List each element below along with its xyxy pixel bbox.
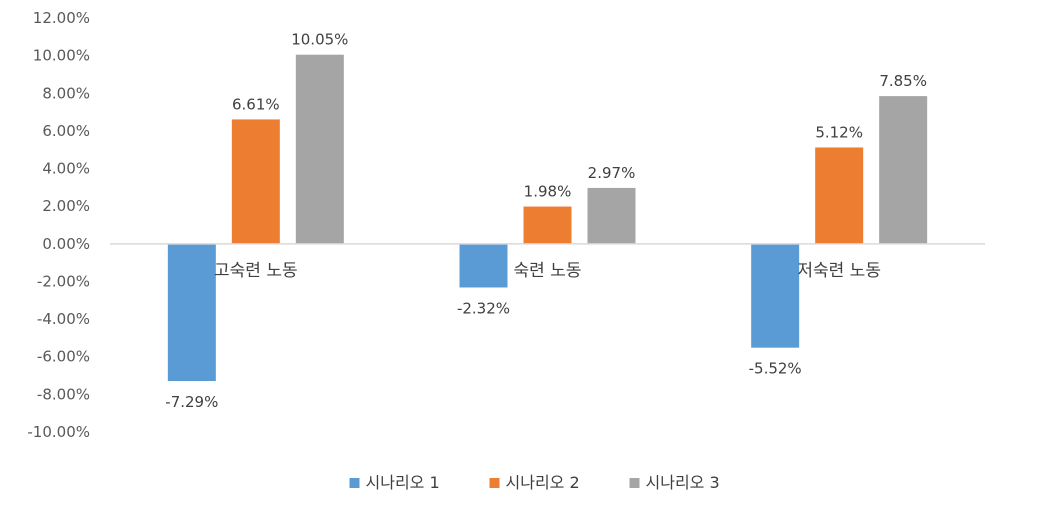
y-tick-label: -6.00% — [37, 348, 90, 366]
legend-swatch — [629, 478, 640, 488]
y-tick-label: -10.00% — [27, 423, 90, 441]
bar-3-1 — [295, 54, 344, 244]
y-tick-label: 0.00% — [42, 235, 90, 253]
bar-3-3 — [879, 96, 928, 244]
data-label: 2.97% — [588, 164, 636, 182]
category-label: 숙련 노동 — [514, 261, 582, 281]
bar-2-3 — [815, 147, 864, 244]
y-tick-label: 12.00% — [33, 9, 90, 27]
legend-label: 시나리오 3 — [646, 473, 720, 492]
data-label: -5.52% — [749, 360, 802, 378]
data-label: 1.98% — [524, 183, 572, 201]
bar-2-1 — [231, 119, 280, 244]
bar-1-2 — [459, 243, 508, 288]
category-label: 저숙련 노동 — [797, 261, 881, 281]
y-tick-label: -4.00% — [37, 310, 90, 328]
bar-1-1 — [167, 243, 216, 382]
y-tick-label: 6.00% — [42, 122, 90, 140]
bar-3-2 — [587, 187, 636, 244]
data-label: 7.85% — [879, 72, 927, 90]
y-tick-label: 4.00% — [42, 160, 90, 178]
bar-2-2 — [523, 206, 572, 244]
y-tick-label: 2.00% — [42, 197, 90, 215]
legend-label: 시나리오 1 — [366, 473, 440, 492]
legend-label: 시나리오 2 — [506, 473, 580, 492]
y-tick-label: 8.00% — [42, 84, 90, 102]
data-label: -7.29% — [165, 393, 218, 411]
y-tick-label: -8.00% — [37, 385, 90, 403]
y-tick-label: 10.00% — [33, 47, 90, 65]
data-label: 6.61% — [232, 95, 280, 113]
legend-swatch — [349, 478, 360, 488]
data-label: 10.05% — [291, 31, 348, 49]
category-label: 고숙련 노동 — [214, 261, 298, 281]
y-tick-label: -2.00% — [37, 272, 90, 290]
bar-1-3 — [751, 243, 800, 348]
legend-swatch — [489, 478, 500, 488]
data-label: 5.12% — [815, 123, 863, 141]
data-label: -2.32% — [457, 299, 510, 317]
